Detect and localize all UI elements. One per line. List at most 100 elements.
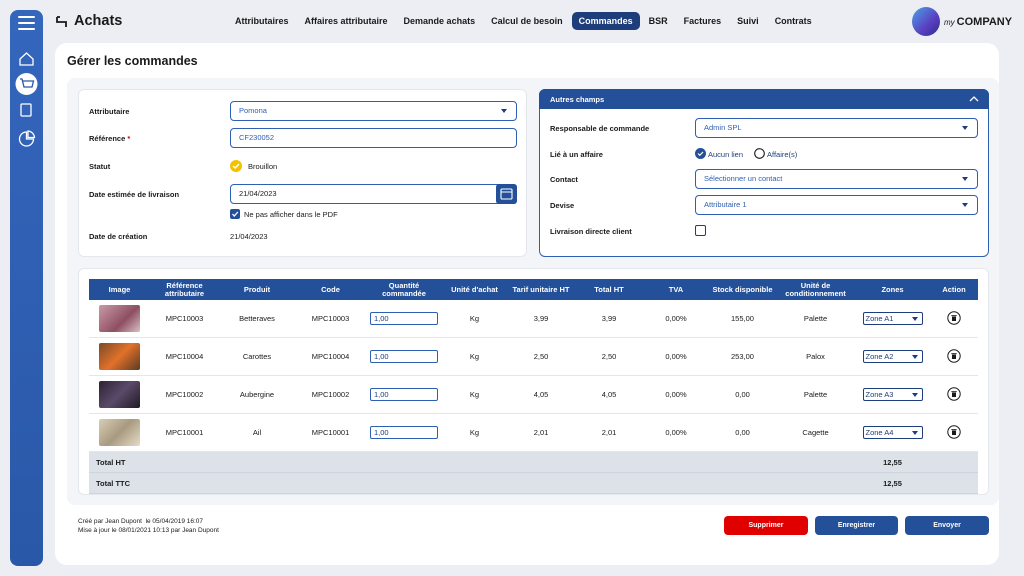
cell-text: 0,00	[735, 428, 750, 437]
table-cell: MPC10001	[150, 413, 219, 452]
action-cell	[930, 300, 978, 338]
delete-icon[interactable]	[947, 310, 961, 325]
table-cell: 3,99	[507, 300, 575, 338]
action-cell	[930, 375, 978, 414]
column-header: Code	[295, 279, 366, 300]
cell-text: MPC10003	[165, 314, 204, 323]
field-value: Pomona	[239, 106, 267, 115]
table-cell: 155,00	[709, 300, 776, 338]
total-label: Total TTC	[89, 472, 855, 494]
total-label: Total HT	[89, 451, 855, 473]
checkbox-checked[interactable]	[230, 209, 240, 219]
save-button[interactable]: Enregistrer	[815, 516, 898, 535]
action-cell	[930, 337, 978, 376]
dropdown-arrow	[962, 177, 968, 181]
nav-item[interactable]: Affaires attributaire	[304, 16, 388, 26]
contact-select[interactable]: Sélectionner un contact	[695, 169, 978, 189]
nav-item[interactable]: Demande achats	[403, 16, 476, 26]
cell-text: 2,50	[533, 352, 549, 361]
image-cell	[89, 337, 150, 376]
delete-button[interactable]: Supprimer	[724, 516, 808, 535]
chart-icon[interactable]	[18, 130, 36, 147]
total-row: Total TTC 12,55	[89, 472, 978, 494]
field-value: Sélectionner un contact	[704, 174, 783, 183]
zone-select[interactable]: Zone A4	[862, 426, 923, 439]
collapse-icon[interactable]	[969, 95, 979, 102]
dropdown-arrow	[501, 109, 507, 113]
cell-text: 0,00%	[665, 352, 687, 361]
zone-value: Zone A2	[865, 352, 894, 361]
zone-select[interactable]: Zone A3	[862, 388, 923, 401]
zone-select[interactable]: Zone A2	[862, 350, 923, 363]
cell-text: 2,01	[601, 428, 617, 437]
quantity-input[interactable]: 1,00	[370, 426, 438, 439]
field-label: Date de création	[89, 232, 148, 241]
devise-select[interactable]: Attributaire 1	[695, 195, 978, 215]
table-cell: 2,01	[507, 413, 575, 452]
delete-icon[interactable]	[947, 424, 961, 439]
quantity-input[interactable]: 1,00	[370, 388, 438, 401]
image-cell	[89, 413, 150, 452]
send-button[interactable]: Envoyer	[905, 516, 989, 535]
nav-item[interactable]: Suivi	[737, 16, 759, 26]
nav-item[interactable]: Commandes	[571, 12, 640, 30]
home-icon[interactable]	[19, 52, 34, 66]
reference-input[interactable]: CF230052	[230, 128, 517, 148]
radio-checked[interactable]	[695, 148, 706, 159]
logo: my COMPANY	[944, 16, 1012, 28]
product-image	[99, 419, 140, 446]
product-image	[99, 343, 140, 370]
dropdown-arrow	[911, 431, 918, 435]
cell-text: 253,00	[731, 352, 754, 361]
field-label: Référence *	[89, 134, 130, 143]
cell-text: MPC10001	[311, 428, 350, 437]
cell-text: Cagette	[802, 428, 829, 437]
table-cell: 1,00	[366, 375, 442, 414]
checkbox[interactable]	[695, 225, 706, 236]
date-input[interactable]: 21/04/2023	[230, 184, 517, 204]
nav-item[interactable]: Calcul de besoin	[491, 16, 563, 26]
cell-text: Carottes	[242, 352, 272, 361]
table-cell: MPC10001	[295, 413, 366, 452]
quantity-input[interactable]: 1,00	[370, 350, 438, 363]
cell-text: 3,99	[533, 314, 549, 323]
other-fields-header[interactable]: Autres champs	[539, 89, 989, 109]
table-cell: Palox	[776, 337, 855, 376]
field-value: Admin SPL	[704, 123, 742, 132]
quantity-input[interactable]: 1,00	[370, 312, 438, 325]
table-cell: 3,99	[575, 300, 643, 338]
total-value: 12,55	[855, 472, 930, 494]
responsable-select[interactable]: Admin SPL	[695, 118, 978, 138]
back-icon[interactable]	[55, 15, 69, 29]
radio-unchecked[interactable]	[754, 148, 765, 159]
table-cell: Kg	[442, 413, 507, 452]
nav-item[interactable]: Attributaires	[235, 16, 289, 26]
table-cell: 0,00	[709, 375, 776, 414]
cell-text: MPC10002	[165, 390, 204, 399]
calendar-button[interactable]	[496, 184, 517, 204]
dropdown-arrow	[911, 393, 918, 397]
table-cell: Carottes	[219, 337, 295, 376]
label-text: Référence	[89, 134, 126, 143]
table-cell: 0,00%	[643, 300, 709, 338]
menu-icon[interactable]	[18, 16, 35, 30]
table-cell: Zone A2	[855, 337, 930, 376]
table-cell: MPC10003	[150, 300, 219, 338]
zone-select[interactable]: Zone A1	[862, 312, 923, 325]
logo-mark	[912, 7, 940, 36]
cart-icon[interactable]	[20, 78, 35, 88]
nav-item[interactable]: BSR	[648, 16, 668, 26]
field-label: Responsable de commande	[550, 124, 650, 133]
attributaire-select[interactable]: Pomona	[230, 101, 517, 121]
delete-icon[interactable]	[947, 348, 961, 363]
nav-item[interactable]: Factures	[683, 16, 722, 26]
cell-text: 0,00%	[665, 390, 687, 399]
field-label: Statut	[89, 162, 111, 171]
cell-text: MPC10004	[311, 352, 350, 361]
table-row: MPC10001 Ail MPC10001 1,00 Kg 2,01 2,01 0,00% 0,…	[89, 413, 978, 452]
delete-icon[interactable]	[947, 386, 961, 401]
table-cell: 1,00	[366, 337, 442, 376]
nav-item[interactable]: Contrats	[774, 16, 812, 26]
doc-icon[interactable]	[20, 103, 32, 117]
column-header: Unité d'achat	[442, 279, 507, 300]
